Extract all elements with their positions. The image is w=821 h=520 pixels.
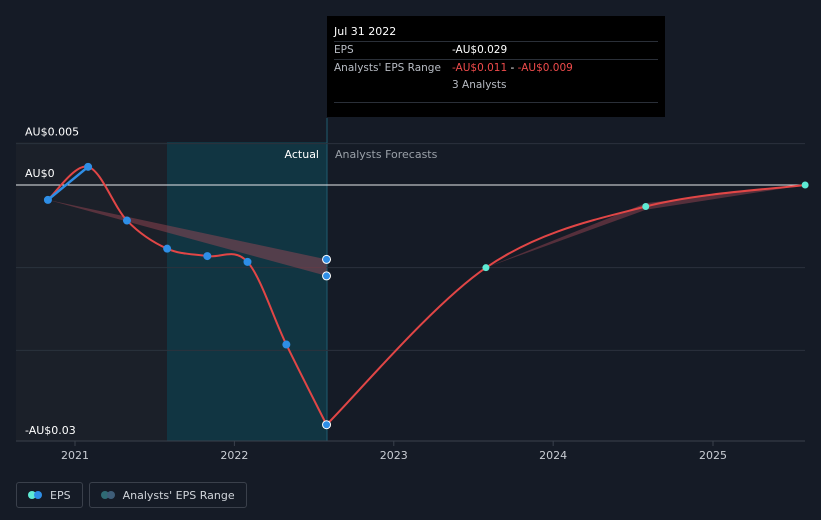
eps-actual-point bbox=[122, 216, 131, 225]
tooltip-range-sep: - bbox=[507, 62, 518, 74]
x-tick-label: 2022 bbox=[220, 449, 248, 462]
range-high-point bbox=[322, 254, 332, 264]
legend-eps-swatch bbox=[28, 491, 44, 499]
eps-range-band-1 bbox=[485, 185, 806, 268]
past-shade bbox=[16, 142, 167, 441]
tooltip-eps-value: -AU$0.029 bbox=[452, 44, 508, 56]
forecast-shade bbox=[167, 142, 327, 441]
eps-actual-point bbox=[282, 340, 291, 349]
eps-actual-point bbox=[322, 420, 332, 430]
actual-label: Actual bbox=[285, 148, 319, 161]
tooltip-eps-row: EPS -AU$0.029 bbox=[334, 41, 658, 59]
tooltip-analysts-row: 3 Analysts bbox=[334, 77, 658, 94]
tooltip-divider bbox=[334, 102, 658, 103]
x-tick-label: 2024 bbox=[539, 449, 567, 462]
legend-eps[interactable]: EPS bbox=[16, 482, 83, 508]
y-tick-label: AU$0.005 bbox=[25, 126, 79, 139]
legend: EPS Analysts' EPS Range bbox=[16, 482, 247, 508]
eps-range-band-0 bbox=[47, 199, 327, 276]
tooltip: Jul 31 2022 EPS -AU$0.029 Analysts' EPS … bbox=[327, 16, 665, 117]
forecast-label: Analysts Forecasts bbox=[335, 148, 438, 161]
x-tick-label: 2023 bbox=[380, 449, 408, 462]
eps-forecast-point bbox=[801, 181, 809, 189]
tooltip-range-value: -AU$0.011 - -AU$0.009 bbox=[452, 60, 573, 77]
tooltip-range-row: Analysts' EPS Range -AU$0.011 - -AU$0.00… bbox=[334, 59, 658, 77]
eps-forecast-point bbox=[642, 202, 650, 210]
tooltip-analysts: 3 Analysts bbox=[452, 79, 507, 91]
tooltip-eps-label: EPS bbox=[334, 44, 354, 56]
x-tick-label: 2025 bbox=[699, 449, 727, 462]
eps-forecast-point bbox=[482, 264, 490, 272]
eps-actual-point bbox=[163, 244, 172, 253]
legend-range-swatch bbox=[100, 491, 117, 499]
range-low-point bbox=[322, 271, 332, 281]
eps-actual-point bbox=[84, 162, 93, 171]
legend-range[interactable]: Analysts' EPS Range bbox=[88, 482, 247, 508]
tooltip-range-label: Analysts' EPS Range bbox=[334, 62, 441, 74]
eps-actual-point bbox=[203, 252, 212, 261]
tooltip-range-high: -AU$0.009 bbox=[517, 62, 573, 74]
y-tick-label: -AU$0.03 bbox=[25, 424, 76, 437]
y-tick-label: AU$0 bbox=[25, 167, 55, 180]
x-tick-label: 2021 bbox=[61, 449, 89, 462]
tooltip-date: Jul 31 2022 bbox=[334, 25, 397, 38]
eps-actual-point bbox=[243, 257, 252, 266]
legend-eps-label: EPS bbox=[50, 488, 71, 502]
tooltip-range-low: -AU$0.011 bbox=[452, 62, 508, 74]
eps-actual-point bbox=[43, 195, 52, 204]
eps-forecast-line bbox=[325, 184, 806, 426]
legend-range-label: Analysts' EPS Range bbox=[122, 488, 235, 502]
